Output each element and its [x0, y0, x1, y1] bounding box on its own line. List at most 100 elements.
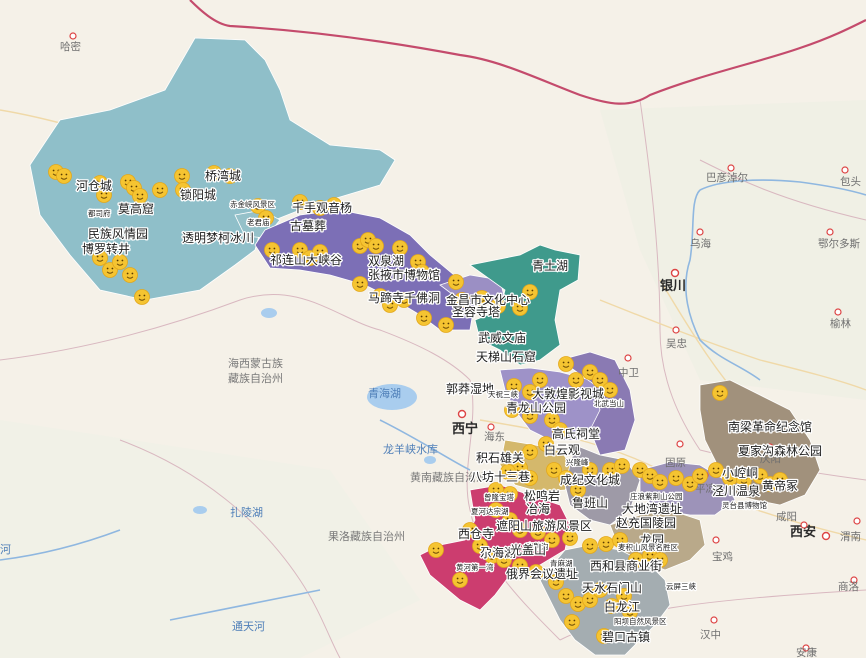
poi-marker-icon[interactable]: [448, 274, 464, 290]
poi-marker-icon[interactable]: [416, 310, 432, 326]
poi-marker-icon[interactable]: [452, 572, 468, 588]
poi-marker-icon[interactable]: [56, 168, 72, 184]
poi-marker-icon[interactable]: [382, 297, 398, 313]
poi-label[interactable]: 鲁班山: [571, 495, 610, 512]
poi-marker-icon[interactable]: [474, 290, 490, 306]
poi-label[interactable]: 南梁革命纪念馆: [727, 418, 814, 436]
poi-marker-icon[interactable]: [454, 292, 470, 308]
city-bayannur[interactable]: 巴彦淖尔: [706, 164, 748, 184]
city-xining[interactable]: 西宁: [452, 409, 478, 438]
poi-label[interactable]: 民族风情园: [87, 226, 150, 243]
poi-marker-icon[interactable]: [312, 244, 328, 260]
poi-marker-icon[interactable]: [352, 276, 368, 292]
poi-label[interactable]: 桥湾城: [204, 167, 243, 185]
poi-label[interactable]: 遮阳山旅游风景区: [495, 517, 594, 535]
poi-label[interactable]: 西和县商业街: [589, 557, 664, 575]
poi-marker-icon[interactable]: [368, 238, 384, 254]
poi-marker-icon[interactable]: [488, 502, 504, 518]
poi-marker-icon[interactable]: [512, 558, 528, 574]
city-shangluo[interactable]: 商洛: [838, 576, 859, 593]
poi-marker-icon[interactable]: [258, 210, 274, 226]
city-baotou[interactable]: 包头: [840, 166, 861, 188]
poi-label[interactable]: 积石雄关: [475, 449, 526, 467]
poi-label[interactable]: 庄浪紫荆山公园: [629, 490, 684, 503]
poi-label[interactable]: 青麻湖: [549, 557, 574, 570]
city-ordos[interactable]: 鄂尔多斯: [818, 228, 860, 250]
poi-marker-icon[interactable]: [522, 384, 538, 400]
poi-marker-icon[interactable]: [582, 592, 598, 608]
poi-label[interactable]: 锁阳城: [179, 186, 218, 204]
poi-marker-icon[interactable]: [652, 552, 668, 568]
poi-marker-icon[interactable]: [496, 552, 512, 568]
poi-label[interactable]: 都司府: [87, 207, 113, 220]
city-yinchuan[interactable]: 银川: [660, 268, 686, 295]
poi-marker-icon[interactable]: [552, 422, 568, 438]
poi-marker-icon[interactable]: [692, 468, 708, 484]
poi-marker-icon[interactable]: [206, 165, 222, 181]
poi-marker-icon[interactable]: [438, 317, 454, 333]
poi-label[interactable]: 白龙江: [603, 598, 642, 616]
poi-marker-icon[interactable]: [614, 458, 630, 474]
poi-marker-icon[interactable]: [564, 614, 580, 630]
poi-marker-icon[interactable]: [175, 182, 191, 198]
poi-label[interactable]: 郭莽湿地: [445, 380, 496, 398]
poi-label[interactable]: 金昌市文化中心: [445, 291, 532, 309]
poi-label[interactable]: 尕海湖: [479, 544, 518, 562]
poi-label[interactable]: 曾隆宝塔: [483, 491, 516, 504]
poi-marker-icon[interactable]: [512, 300, 528, 316]
poi-label[interactable]: 俄界会议遗址: [505, 566, 580, 583]
city-haidong[interactable]: 海东: [484, 423, 505, 443]
poi-marker-icon[interactable]: [122, 267, 138, 283]
poi-marker-icon[interactable]: [392, 240, 408, 256]
poi-label[interactable]: 夏家沟森林公园: [737, 442, 824, 460]
poi-marker-icon[interactable]: [528, 564, 544, 580]
poi-label[interactable]: 碧口古镇: [601, 628, 652, 646]
poi-marker-icon[interactable]: [592, 582, 608, 598]
poi-marker-icon[interactable]: [326, 197, 342, 213]
poi-label[interactable]: 赤金峡风景区: [229, 198, 277, 211]
poi-marker-icon[interactable]: [112, 254, 128, 270]
poi-marker-icon[interactable]: [292, 194, 308, 210]
region-baiyin[interactable]: [559, 351, 636, 456]
poi-marker-icon[interactable]: [582, 538, 598, 554]
city-zhongwei[interactable]: 中卫: [618, 354, 639, 379]
poi-label[interactable]: 兴隆峰: [565, 456, 591, 469]
poi-marker-icon[interactable]: [562, 530, 578, 546]
poi-marker-icon[interactable]: [504, 402, 520, 418]
poi-marker-icon[interactable]: [736, 472, 752, 488]
poi-label[interactable]: 千手观音杨: [291, 199, 354, 217]
poi-label[interactable]: 八坊十三巷: [469, 468, 532, 486]
poi-label[interactable]: 老君庙: [246, 216, 272, 229]
poi-marker-icon[interactable]: [558, 356, 574, 372]
poi-label[interactable]: 双泉湖: [367, 252, 406, 270]
poi-marker-icon[interactable]: [602, 382, 618, 398]
poi-marker-icon[interactable]: [616, 588, 632, 604]
poi-label[interactable]: 麦积山风景名胜区: [617, 541, 680, 554]
poi-label[interactable]: 博罗转井: [81, 240, 132, 258]
poi-label[interactable]: 夏河达宗湖: [470, 505, 510, 518]
poi-marker-icon[interactable]: [604, 598, 620, 614]
poi-marker-icon[interactable]: [558, 470, 574, 486]
poi-marker-icon[interactable]: [92, 250, 108, 266]
poi-marker-icon[interactable]: [522, 408, 538, 424]
poi-marker-icon[interactable]: [132, 188, 148, 204]
poi-label[interactable]: 圣容寺塔: [451, 303, 502, 321]
poi-label[interactable]: 松鸣岩: [523, 487, 562, 505]
poi-label[interactable]: 阳坝自然风景区: [613, 615, 669, 628]
poi-marker-icon[interactable]: [592, 372, 608, 388]
poi-label[interactable]: 黄帝冢: [761, 477, 800, 495]
city-xianyang[interactable]: 咸阳: [776, 511, 808, 529]
poi-label[interactable]: 成纪文化城: [559, 471, 622, 489]
poi-label[interactable]: 赵充国陵园: [615, 514, 678, 532]
poi-label[interactable]: 河仓城: [75, 178, 114, 195]
poi-marker-icon[interactable]: [414, 264, 430, 280]
poi-marker-icon[interactable]: [722, 470, 738, 486]
poi-label[interactable]: 大地湾遗址: [621, 500, 684, 518]
poi-label[interactable]: 古墓葬: [289, 217, 328, 235]
poi-marker-icon[interactable]: [652, 474, 668, 490]
city-yulin[interactable]: 榆林: [830, 308, 851, 330]
poi-marker-icon[interactable]: [500, 464, 516, 480]
poi-marker-icon[interactable]: [544, 532, 560, 548]
city-wuzhong[interactable]: 吴忠: [666, 326, 687, 350]
